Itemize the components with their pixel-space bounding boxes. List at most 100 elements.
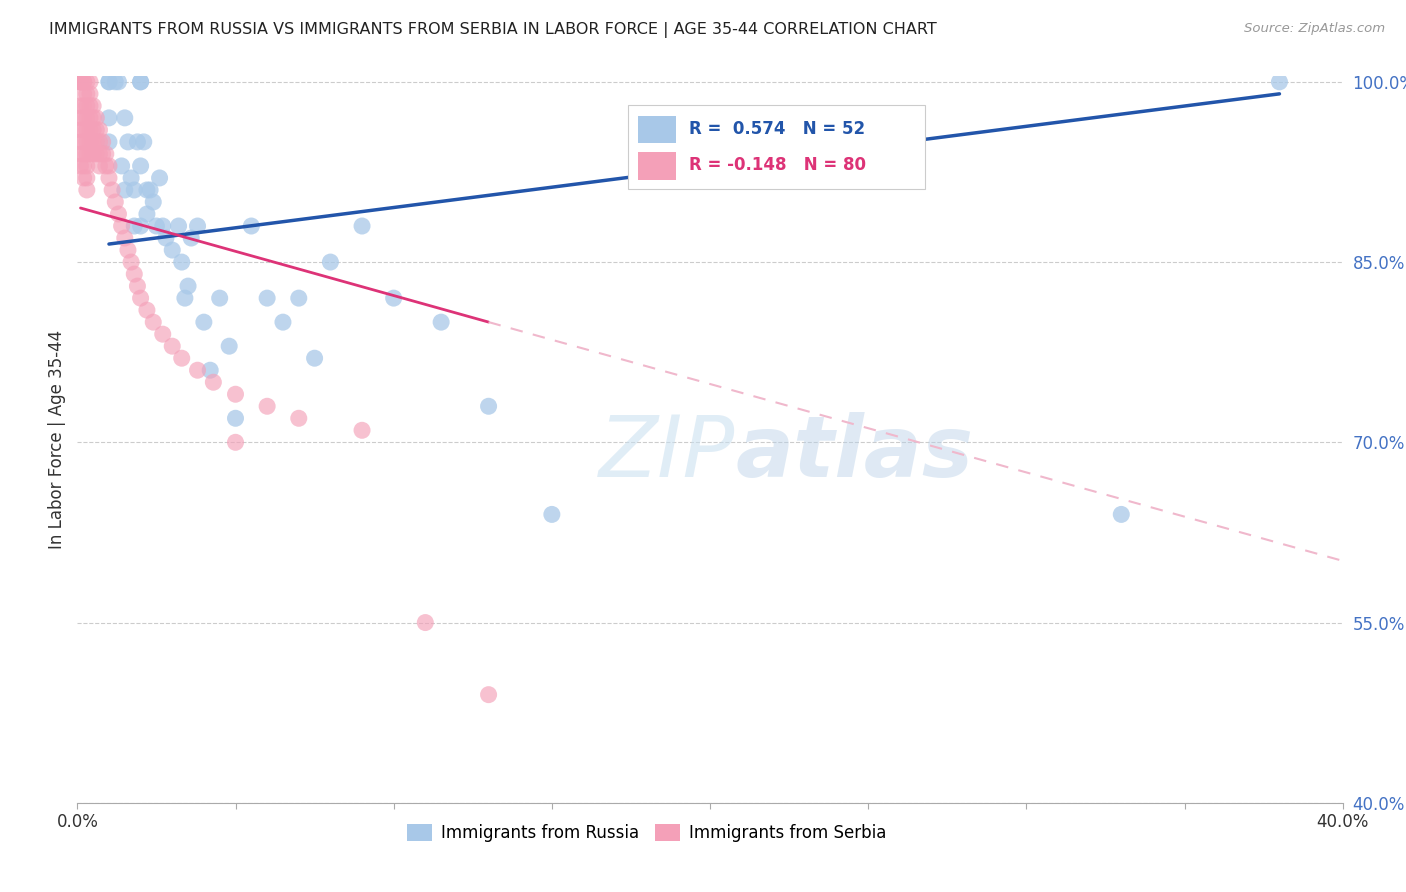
Point xyxy=(477,399,501,413)
Point xyxy=(304,351,326,366)
Point xyxy=(98,111,120,125)
Point xyxy=(73,87,96,101)
Point xyxy=(76,183,98,197)
FancyBboxPatch shape xyxy=(628,105,925,188)
Point xyxy=(149,171,172,186)
Point xyxy=(104,75,127,89)
Point xyxy=(73,123,96,137)
Point xyxy=(73,171,96,186)
Point xyxy=(73,135,96,149)
Point xyxy=(120,171,142,186)
Point xyxy=(1111,508,1133,522)
Text: R = -0.148   N = 80: R = -0.148 N = 80 xyxy=(689,156,866,174)
Point xyxy=(89,135,111,149)
Point xyxy=(430,315,453,329)
Point xyxy=(114,111,136,125)
Point xyxy=(86,147,108,161)
Point xyxy=(79,75,101,89)
Point xyxy=(76,159,98,173)
Point xyxy=(129,159,152,173)
Point xyxy=(82,123,104,137)
Point xyxy=(69,75,91,89)
Point xyxy=(162,339,183,353)
Point xyxy=(155,231,177,245)
Point xyxy=(79,99,101,113)
Point xyxy=(69,123,91,137)
Point xyxy=(73,147,96,161)
Point xyxy=(167,219,190,233)
Point xyxy=(82,111,104,125)
Point xyxy=(107,75,129,89)
Point xyxy=(86,123,108,137)
Point xyxy=(82,147,104,161)
Point xyxy=(124,267,146,281)
Point xyxy=(177,279,200,293)
Point xyxy=(91,147,114,161)
Point xyxy=(152,219,174,233)
Point xyxy=(104,194,127,209)
Point xyxy=(69,159,91,173)
Point xyxy=(94,147,117,161)
Legend: Immigrants from Russia, Immigrants from Serbia: Immigrants from Russia, Immigrants from … xyxy=(401,817,893,849)
Point xyxy=(256,291,278,305)
Point xyxy=(142,315,165,329)
Point xyxy=(79,147,101,161)
Point xyxy=(271,315,294,329)
Point xyxy=(288,411,311,425)
Point xyxy=(111,219,132,233)
Point xyxy=(69,147,91,161)
Point xyxy=(114,183,136,197)
Point xyxy=(540,508,562,522)
Point xyxy=(101,183,124,197)
Point xyxy=(107,207,129,221)
Point xyxy=(193,315,215,329)
Point xyxy=(76,171,98,186)
Point xyxy=(69,99,91,113)
Text: ZIP: ZIP xyxy=(599,412,735,495)
Point xyxy=(69,75,91,89)
Point xyxy=(225,387,247,401)
Point xyxy=(174,291,197,305)
Point xyxy=(186,363,209,377)
Point xyxy=(186,219,209,233)
Point xyxy=(79,135,101,149)
Point xyxy=(73,111,96,125)
Point xyxy=(98,135,120,149)
Point xyxy=(76,99,98,113)
Point xyxy=(225,435,247,450)
Point xyxy=(76,111,98,125)
Point xyxy=(73,75,96,89)
Point xyxy=(135,303,157,318)
Point xyxy=(135,183,157,197)
Point xyxy=(477,688,501,702)
Point xyxy=(139,183,162,197)
Point xyxy=(120,255,142,269)
Point xyxy=(73,159,96,173)
Point xyxy=(180,231,202,245)
Point xyxy=(129,75,152,89)
Point xyxy=(73,75,96,89)
Point xyxy=(69,75,91,89)
Point xyxy=(127,135,149,149)
Point xyxy=(79,111,101,125)
Point xyxy=(76,87,98,101)
Point xyxy=(86,111,108,125)
Point xyxy=(82,99,104,113)
Point xyxy=(79,123,101,137)
Point xyxy=(98,75,120,89)
FancyBboxPatch shape xyxy=(638,116,676,144)
Point xyxy=(200,363,222,377)
FancyBboxPatch shape xyxy=(638,153,676,180)
Point xyxy=(352,219,374,233)
Point xyxy=(319,255,342,269)
Point xyxy=(114,231,136,245)
Point xyxy=(152,327,174,342)
Point xyxy=(94,159,117,173)
Point xyxy=(76,147,98,161)
Point xyxy=(145,219,167,233)
Point xyxy=(240,219,263,233)
Point xyxy=(76,123,98,137)
Point xyxy=(76,75,98,89)
Point xyxy=(382,291,405,305)
Point xyxy=(288,291,311,305)
